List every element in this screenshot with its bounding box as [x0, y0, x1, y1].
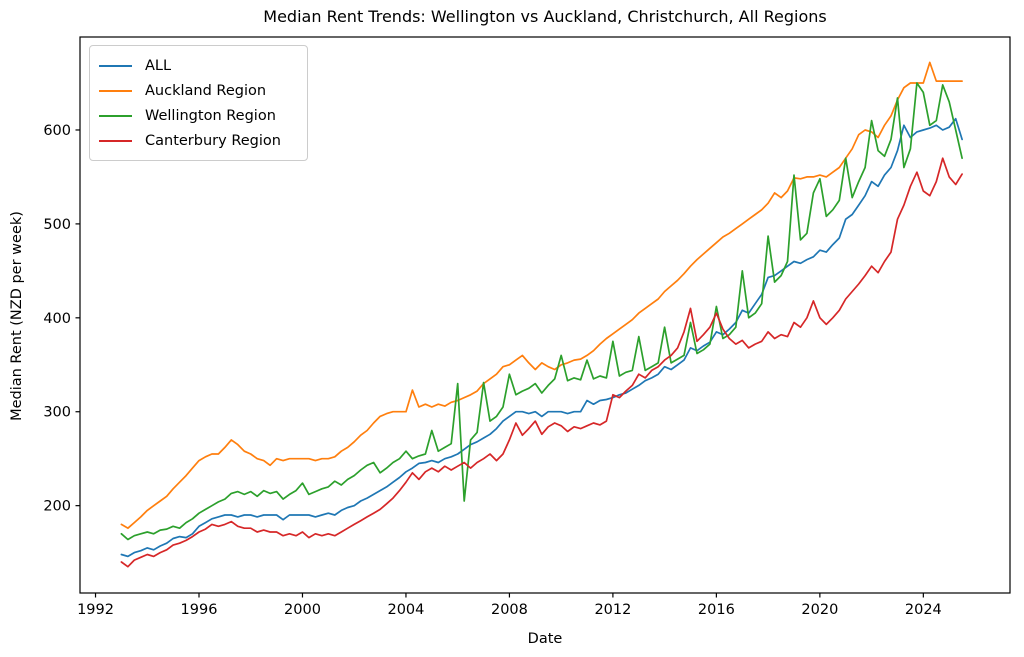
x-tick-label: 2024: [905, 602, 942, 618]
x-tick-label: 2000: [284, 602, 321, 618]
x-tick-label: 1992: [77, 602, 114, 618]
y-tick-label: 300: [43, 405, 71, 421]
y-tick-label: 200: [43, 499, 71, 515]
x-tick-label: 2008: [491, 602, 528, 618]
series-line-all: [120, 117, 963, 558]
legend: ALL Auckland Region Wellington Region Cante…: [89, 45, 308, 161]
y-tick-label: 500: [43, 217, 71, 233]
x-tick-label: 2004: [387, 602, 424, 618]
series-line-auckland-region: [120, 61, 963, 530]
legend-item-wellington-region: Wellington Region: [99, 103, 297, 128]
y-tick-label: 400: [43, 311, 71, 327]
legend-line-swatch: [99, 64, 132, 67]
y-tick-label: 600: [43, 123, 71, 139]
legend-line-swatch: [99, 139, 132, 142]
legend-item-canterbury-region: Canterbury Region: [99, 128, 297, 153]
x-tick-label: 2016: [698, 602, 735, 618]
axes-frame: [79, 36, 1011, 594]
legend-label: Wellington Region: [145, 107, 276, 124]
x-tick-label: 2012: [594, 602, 631, 618]
x-tick-label: 1996: [181, 602, 218, 618]
series-line-canterbury-region: [120, 157, 963, 568]
legend-label: Auckland Region: [145, 82, 267, 99]
legend-line-swatch: [99, 89, 132, 92]
chart-title: Median Rent Trends: Wellington vs Auckla…: [263, 7, 827, 26]
legend-line-swatch: [99, 114, 132, 117]
legend-label: Canterbury Region: [145, 132, 281, 149]
legend-label: ALL: [145, 57, 172, 74]
legend-item-all: ALL: [99, 53, 297, 78]
x-tick-label: 2020: [801, 602, 838, 618]
series-line-wellington-region: [120, 82, 963, 541]
legend-item-auckland-region: Auckland Region: [99, 78, 297, 103]
x-axis-label: Date: [527, 631, 563, 647]
